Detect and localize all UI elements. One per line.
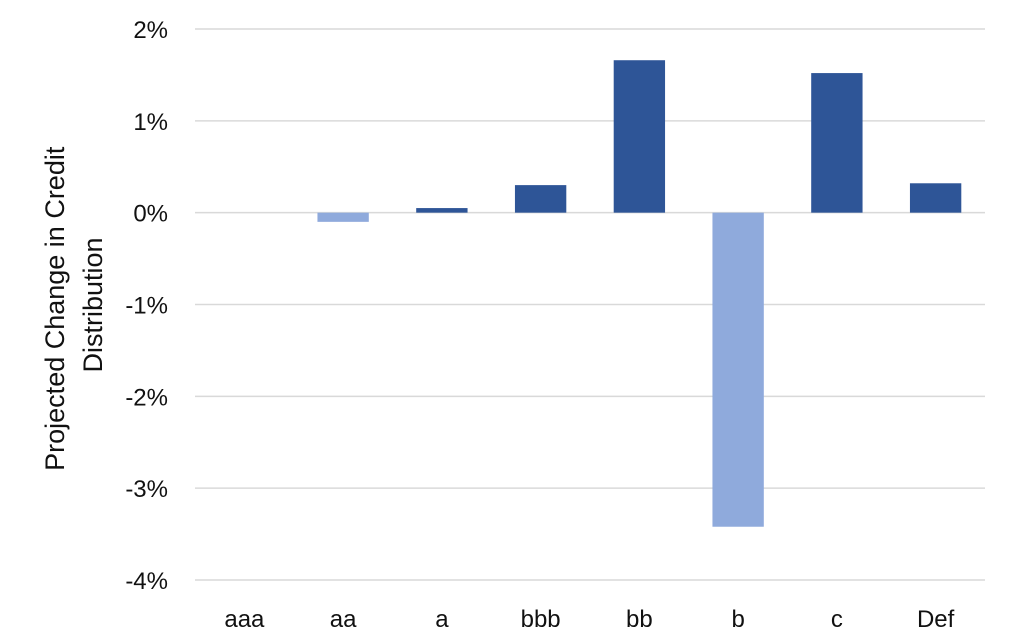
bar-b <box>712 212 764 527</box>
bar-a <box>416 208 468 213</box>
y-tick-label: -4% <box>125 568 168 595</box>
bar-c <box>811 73 863 213</box>
y-tick-label: 2% <box>133 17 168 44</box>
y-axis-title-line-1: Projected Change in Credit <box>40 146 70 471</box>
x-axis-tick-labels: aaa aa a bbb bb b c Def <box>224 606 954 633</box>
x-tick-label: b <box>731 606 744 633</box>
y-tick-label: -3% <box>125 476 168 503</box>
y-tick-label: 0% <box>133 201 168 228</box>
y-tick-label: -1% <box>125 293 168 320</box>
x-tick-label: c <box>831 606 843 633</box>
y-axis-tick-labels: 2% 1% 0% -1% -2% -3% -4% <box>125 17 168 595</box>
bar-Def <box>909 183 962 213</box>
x-tick-label: bb <box>626 606 653 633</box>
y-axis-title-line-2: Distribution <box>78 237 108 372</box>
bar-bb <box>613 60 666 213</box>
bar-bbb <box>514 185 567 213</box>
x-tick-label: bbb <box>521 606 561 633</box>
x-tick-label: aa <box>330 606 357 633</box>
gridlines <box>195 28 985 581</box>
x-tick-label: a <box>435 606 449 633</box>
x-tick-label: aaa <box>224 606 265 633</box>
bar-aa <box>317 212 369 222</box>
y-axis-title: Projected Change in Credit Distribution <box>40 139 108 471</box>
y-tick-label: 1% <box>133 109 168 136</box>
y-tick-label: -2% <box>125 384 168 411</box>
bars <box>317 60 962 527</box>
x-tick-label: Def <box>917 606 955 633</box>
